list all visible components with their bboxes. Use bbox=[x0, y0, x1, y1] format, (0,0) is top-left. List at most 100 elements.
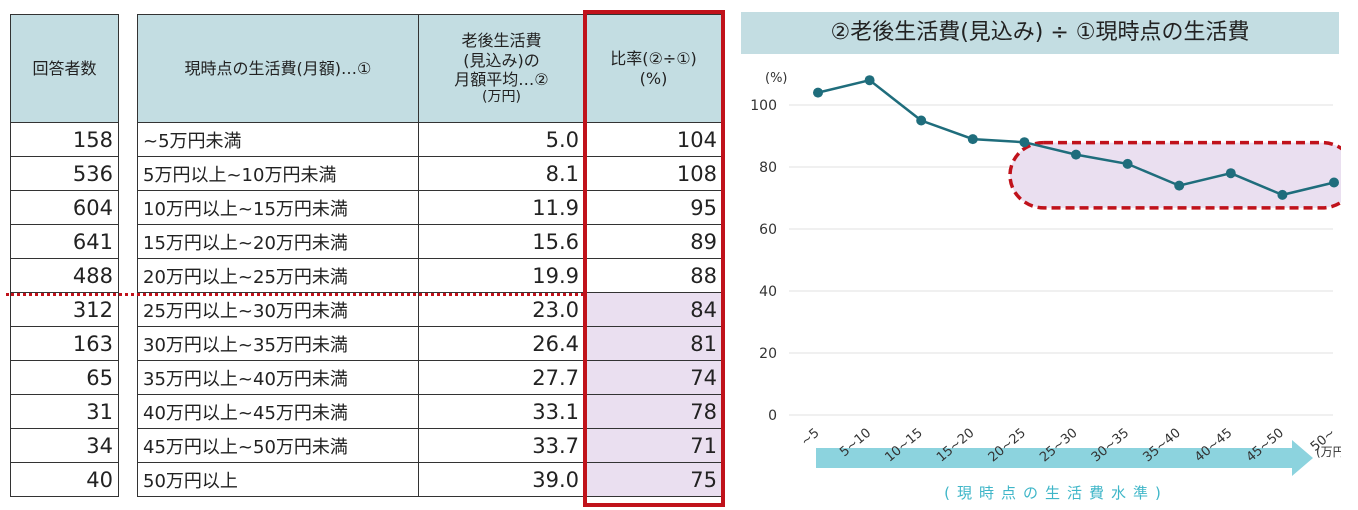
retire-cost-header-unit: (万円) bbox=[482, 88, 521, 105]
retire-cost-average: 5.0 bbox=[417, 122, 586, 157]
living-cost-header: 現時点の生活費(月額)…① bbox=[137, 14, 419, 123]
data-point bbox=[967, 134, 978, 145]
x-axis-arrow bbox=[816, 440, 1313, 476]
count-row: 40 bbox=[10, 462, 119, 497]
living-cost-range: 5万円以上~10万円未満 bbox=[137, 156, 419, 191]
table-row: ~5万円未満 5.0 104 bbox=[137, 122, 723, 157]
living-cost-range: 10万円以上~15万円未満 bbox=[137, 190, 419, 225]
data-point bbox=[916, 115, 927, 126]
count-row: 65 bbox=[10, 360, 119, 395]
count-row: 158 bbox=[10, 122, 119, 157]
retire-cost-average: 8.1 bbox=[417, 156, 586, 191]
living-cost-range: 15万円以上~20万円未満 bbox=[137, 224, 419, 259]
respondent-count: 312 bbox=[10, 292, 119, 327]
table-row: 45万円以上~50万円未満 33.7 71 bbox=[137, 428, 723, 463]
x-axis-unit: (万円) bbox=[1316, 445, 1341, 459]
data-point bbox=[1225, 168, 1236, 179]
ratio-value: 81 bbox=[584, 326, 723, 361]
count-row: 488 bbox=[10, 258, 119, 293]
retire-cost-average: 11.9 bbox=[417, 190, 586, 225]
living-cost-range: ~5万円未満 bbox=[137, 122, 419, 157]
respondent-count: 604 bbox=[10, 190, 119, 225]
ratio-header: 比率(②÷①) (%) bbox=[584, 14, 723, 123]
table-row: 35万円以上~40万円未満 27.7 74 bbox=[137, 360, 723, 395]
table-row: 20万円以上~25万円未満 19.9 88 bbox=[137, 258, 723, 293]
retire-cost-average: 27.7 bbox=[417, 360, 586, 395]
ratio-header-line: 比率(②÷①) bbox=[610, 49, 697, 69]
living-cost-range: 25万円以上~30万円未満 bbox=[137, 292, 419, 327]
retire-cost-average: 23.0 bbox=[417, 292, 586, 327]
retire-cost-header-line: (見込み)の bbox=[463, 50, 540, 70]
count-row: 31 bbox=[10, 394, 119, 429]
respondent-count: 65 bbox=[10, 360, 119, 395]
retire-cost-average: 33.7 bbox=[417, 428, 586, 463]
respondent-count-table: 回答者数 158 536 604 641 488 312 163 65 31 34 40 bbox=[10, 14, 119, 497]
table-row: 50万円以上 39.0 75 bbox=[137, 462, 723, 497]
ratio-value: 71 bbox=[584, 428, 723, 463]
count-header: 回答者数 bbox=[10, 14, 119, 123]
data-point bbox=[864, 75, 875, 86]
retire-cost-average: 19.9 bbox=[417, 258, 586, 293]
respondent-count: 31 bbox=[10, 394, 119, 429]
living-cost-range: 35万円以上~40万円未満 bbox=[137, 360, 419, 395]
living-cost-range: 20万円以上~25万円未満 bbox=[137, 258, 419, 293]
living-cost-range: 50万円以上 bbox=[137, 462, 419, 497]
respondent-count: 34 bbox=[10, 428, 119, 463]
ratio-value: 95 bbox=[584, 190, 723, 225]
ratio-value: 75 bbox=[584, 462, 723, 497]
table-row: 40万円以上~45万円未満 33.1 78 bbox=[137, 394, 723, 429]
table-row: 5万円以上~10万円未満 8.1 108 bbox=[137, 156, 723, 191]
y-tick-label: 20 bbox=[759, 346, 777, 362]
ratio-value: 74 bbox=[584, 360, 723, 395]
respondent-count: 488 bbox=[10, 258, 119, 293]
ratio-value: 108 bbox=[584, 156, 723, 191]
living-cost-table: 現時点の生活費(月額)…① 老後生活費 (見込み)の 月額平均…② (万円) 比… bbox=[137, 14, 723, 497]
retire-cost-header-line: 月額平均…② bbox=[454, 69, 549, 89]
data-point bbox=[813, 87, 823, 98]
respondent-count: 641 bbox=[10, 224, 119, 259]
y-tick-label: 0 bbox=[768, 408, 777, 424]
y-tick-label: 80 bbox=[759, 160, 777, 176]
retire-cost-header: 老後生活費 (見込み)の 月額平均…② (万円) bbox=[417, 14, 586, 123]
y-tick-label: 60 bbox=[759, 222, 777, 238]
group-divider-line bbox=[6, 293, 584, 296]
retire-cost-average: 39.0 bbox=[417, 462, 586, 497]
ratio-value: 104 bbox=[584, 122, 723, 157]
retire-cost-average: 33.1 bbox=[417, 394, 586, 429]
living-cost-range: 45万円以上~50万円未満 bbox=[137, 428, 419, 463]
ratio-value: 84 bbox=[584, 292, 723, 327]
table-row: 30万円以上~35万円未満 26.4 81 bbox=[137, 326, 723, 361]
data-point bbox=[1019, 137, 1030, 148]
living-cost-range: 40万円以上~45万円未満 bbox=[137, 394, 419, 429]
highlight-band bbox=[1008, 140, 1341, 210]
count-row: 604 bbox=[10, 190, 119, 225]
count-row: 34 bbox=[10, 428, 119, 463]
count-row: 641 bbox=[10, 224, 119, 259]
ratio-value: 88 bbox=[584, 258, 723, 293]
respondent-count: 536 bbox=[10, 156, 119, 191]
data-point bbox=[1174, 180, 1185, 191]
y-tick-label: 100 bbox=[750, 98, 777, 114]
table-row: 15万円以上~20万円未満 15.6 89 bbox=[137, 224, 723, 259]
ratio-header-unit: (%) bbox=[639, 68, 668, 88]
living-cost-range: 30万円以上~35万円未満 bbox=[137, 326, 419, 361]
data-point bbox=[1329, 177, 1339, 188]
count-row: 536 bbox=[10, 156, 119, 191]
y-axis-label: (%) bbox=[765, 71, 788, 86]
chart-title: ②老後生活費(見込み) ÷ ①現時点の生活費 bbox=[741, 12, 1339, 54]
x-axis-caption: (現時点の生活費水準) bbox=[944, 484, 1168, 502]
retire-cost-average: 15.6 bbox=[417, 224, 586, 259]
respondent-count: 40 bbox=[10, 462, 119, 497]
respondent-count: 158 bbox=[10, 122, 119, 157]
count-row: 163 bbox=[10, 326, 119, 361]
table-row: 25万円以上~30万円未満 23.0 84 bbox=[137, 292, 723, 327]
respondent-count: 163 bbox=[10, 326, 119, 361]
x-tick-label: ~5 bbox=[798, 426, 822, 450]
data-point bbox=[1071, 149, 1081, 160]
retire-cost-average: 26.4 bbox=[417, 326, 586, 361]
data-point bbox=[1277, 189, 1288, 200]
ratio-value: 89 bbox=[584, 224, 723, 259]
data-point bbox=[1122, 158, 1133, 169]
retire-cost-header-line: 老後生活費 bbox=[461, 31, 542, 51]
